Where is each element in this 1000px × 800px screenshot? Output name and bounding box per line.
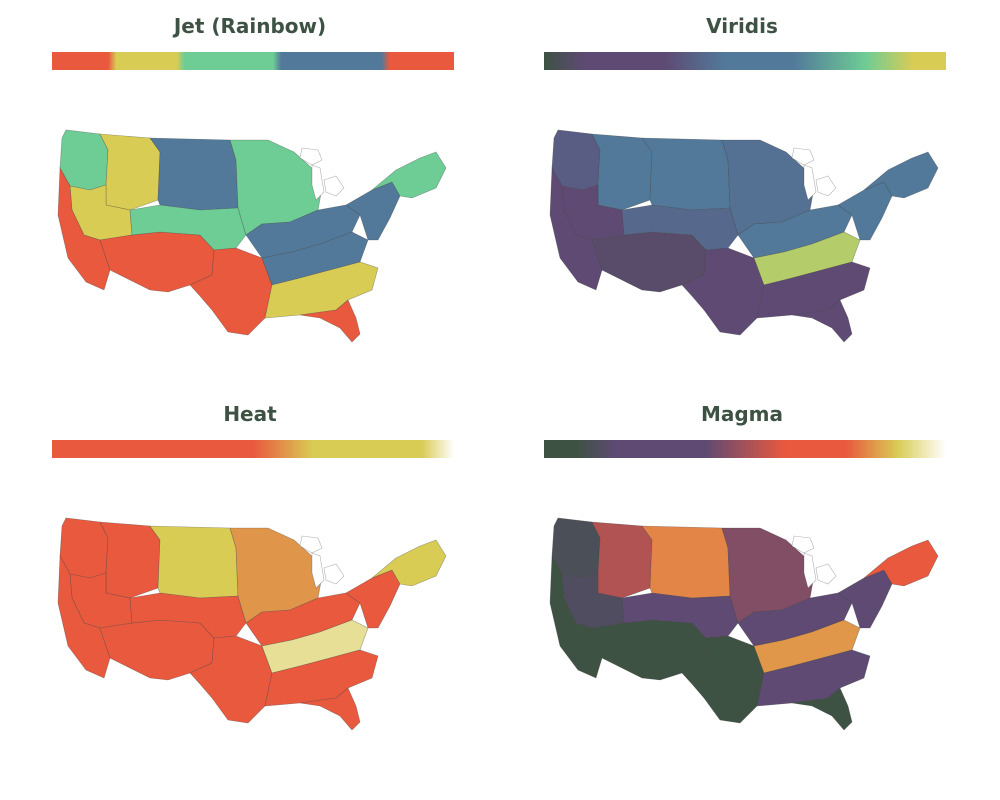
region-mid-atlantic — [345, 181, 401, 241]
region-northern-plains — [149, 525, 239, 599]
great-lake-shape — [311, 164, 325, 201]
region-northern-rockies — [591, 521, 653, 599]
region-florida — [299, 687, 361, 731]
region-new-england — [863, 151, 939, 199]
region-southern-plains — [681, 635, 765, 724]
great-lake-shape — [311, 552, 325, 589]
region-southern-plains — [189, 247, 273, 336]
panel-title-jet: Jet (Rainbow) — [173, 14, 327, 38]
panel-title-magma: Magma — [700, 402, 784, 426]
colorbar-heat — [52, 440, 454, 458]
great-lake-shape — [791, 147, 815, 166]
map-regions — [549, 517, 939, 731]
panel-viridis: Viridis — [492, 0, 992, 400]
region-northern-rockies — [591, 133, 653, 211]
panel-title-viridis: Viridis — [706, 14, 778, 38]
region-new-england — [371, 151, 447, 199]
great-lake-shape — [323, 175, 345, 197]
map-regions — [549, 129, 939, 343]
colorbar-jet — [52, 52, 454, 70]
colorbar-gradient — [544, 440, 946, 458]
panel-title-heat: Heat — [223, 402, 277, 426]
colorbar-gradient — [544, 52, 946, 70]
region-florida — [791, 299, 853, 343]
map-regions — [57, 129, 447, 343]
great-lake-shape — [815, 563, 837, 585]
colorbar-gradient — [52, 52, 454, 70]
great-lake-shape — [803, 552, 817, 589]
great-lake-shape — [299, 147, 323, 166]
choropleth-map-jet — [57, 129, 447, 343]
region-florida — [299, 299, 361, 343]
region-southern-plains — [681, 247, 765, 336]
region-southeast — [756, 261, 871, 319]
panel-magma: Magma — [492, 388, 992, 788]
region-southeast — [756, 649, 871, 707]
region-mid-atlantic — [837, 181, 893, 241]
region-southeast — [264, 261, 379, 319]
choropleth-map-magma — [549, 517, 939, 731]
colorbar-magma — [544, 440, 946, 458]
region-florida — [791, 687, 853, 731]
region-mid-atlantic — [345, 569, 401, 629]
region-northern-rockies — [99, 133, 161, 211]
region-mid-atlantic — [837, 569, 893, 629]
region-southeast — [264, 649, 379, 707]
panel-heat: Heat — [0, 388, 500, 788]
choropleth-map-viridis — [549, 129, 939, 343]
region-new-england — [863, 539, 939, 587]
region-new-england — [371, 539, 447, 587]
colorbar-gradient — [52, 440, 454, 458]
great-lake-shape — [299, 535, 323, 554]
region-southern-plains — [189, 635, 273, 724]
map-regions — [57, 517, 447, 731]
choropleth-map-heat — [57, 517, 447, 731]
great-lake-shape — [803, 164, 817, 201]
region-northern-rockies — [99, 521, 161, 599]
great-lake-shape — [323, 563, 345, 585]
great-lake-shape — [815, 175, 837, 197]
panel-jet: Jet (Rainbow) — [0, 0, 500, 400]
region-northern-plains — [641, 137, 731, 211]
colorbar-viridis — [544, 52, 946, 70]
great-lake-shape — [791, 535, 815, 554]
region-northern-plains — [149, 137, 239, 211]
region-northern-plains — [641, 525, 731, 599]
